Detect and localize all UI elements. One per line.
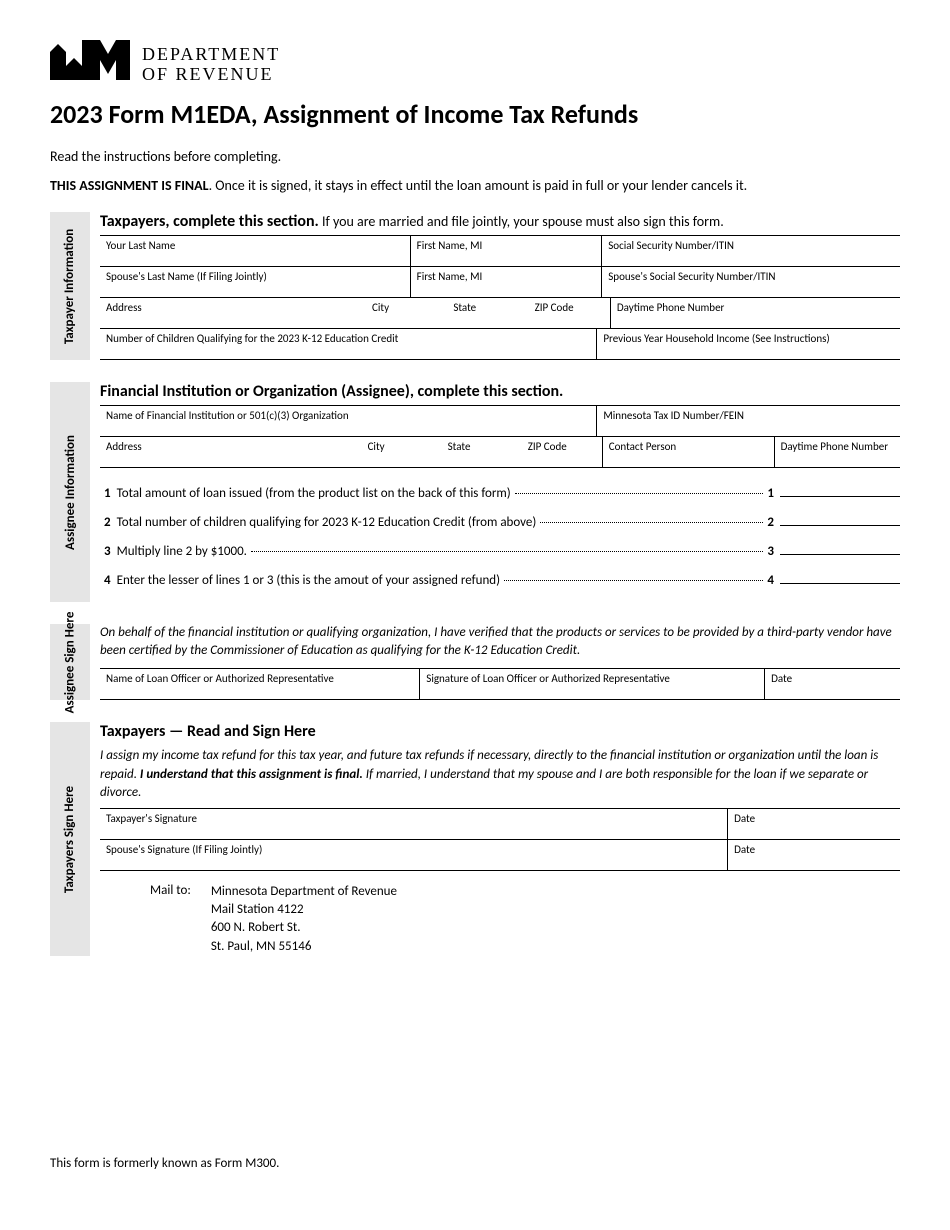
calc-lines: 1 Total amount of loan issued (from the … [100, 486, 900, 588]
mail-block: Mail to: Minnesota Department of Revenue… [100, 883, 900, 956]
field-children[interactable]: Number of Children Qualifying for the 20… [100, 329, 596, 359]
field-income[interactable]: Previous Year Household Income (See Inst… [596, 329, 900, 359]
taxpayer-side-label: Taxpayer Information [50, 212, 90, 360]
logo-dept: DEPARTMENT [142, 45, 280, 63]
calc-line-4: 4 Enter the lesser of lines 1 or 3 (this… [100, 573, 900, 588]
field-contact[interactable]: Contact Person [602, 437, 774, 467]
field-sp-first[interactable]: First Name, MI [410, 267, 602, 297]
field-address[interactable]: Address [100, 298, 366, 328]
footer-note: This form is formerly known as Form M300… [50, 1156, 900, 1171]
assign-text: I assign my income tax refund for this t… [100, 747, 900, 802]
field-zip[interactable]: ZIP Code [529, 298, 610, 328]
taxpayer-section: Taxpayer Information Taxpayers, complete… [50, 212, 900, 360]
field-a-address[interactable]: Address [100, 437, 362, 467]
field-officer-date[interactable]: Date [764, 669, 900, 699]
assignee-sign-row: Name of Loan Officer or Authorized Repre… [100, 668, 900, 700]
taxpayer-heading: Taxpayers, complete this section. If you… [100, 212, 900, 231]
final-text: THIS ASSIGNMENT IS FINAL. Once it is sig… [50, 177, 900, 194]
taxpayer-row-1: Your Last Name First Name, MI Social Sec… [100, 235, 900, 267]
taxpayer-row-3: Address City State ZIP Code Daytime Phon… [100, 298, 900, 329]
assignee-side-label: Assignee Information [50, 382, 90, 602]
page-title: 2023 Form M1EDA, Assignment of Income Ta… [50, 98, 900, 130]
field-a-city[interactable]: City [362, 437, 442, 467]
final-rest: . Once it is signed, it stays in effect … [209, 177, 748, 194]
field-a-phone[interactable]: Daytime Phone Number [774, 437, 900, 467]
taxpayer-heading-rest: If you are married and file jointly, you… [319, 213, 724, 230]
logo: DEPARTMENT OF REVENUE [50, 40, 900, 88]
taxpayer-row-4: Number of Children Qualifying for the 20… [100, 329, 900, 360]
field-a-state[interactable]: State [442, 437, 522, 467]
field-sp-sig[interactable]: Spouse's Signature (If Filing Jointly) [100, 840, 727, 870]
tp-sign-row-2: Spouse's Signature (If Filing Jointly) D… [100, 840, 900, 871]
calc-line-1: 1 Total amount of loan issued (from the … [100, 486, 900, 501]
logo-mark [50, 40, 130, 88]
assignee-row-2: Address City State ZIP Code Contact Pers… [100, 437, 900, 468]
line1-blank[interactable] [780, 496, 900, 497]
field-tp-date[interactable]: Date [727, 809, 900, 839]
line4-blank[interactable] [780, 583, 900, 584]
calc-line-2: 2 Total number of children qualifying fo… [100, 515, 900, 530]
tp-sign-row-1: Taxpayer's Signature Date [100, 808, 900, 840]
taxpayer-heading-bold: Taxpayers, complete this section. [100, 212, 319, 231]
field-sp-date[interactable]: Date [727, 840, 900, 870]
line2-blank[interactable] [780, 525, 900, 526]
cert-text: On behalf of the financial institution o… [100, 624, 900, 660]
mail-addr: Minnesota Department of Revenue Mail Sta… [211, 883, 397, 956]
assignee-row-1: Name of Financial Institution or 501(c)(… [100, 405, 900, 437]
final-bold: THIS ASSIGNMENT IS FINAL [50, 177, 209, 194]
field-sp-ssn[interactable]: Spouse's Social Security Number/ITIN [601, 267, 900, 297]
field-org-name[interactable]: Name of Financial Institution or 501(c)(… [100, 406, 596, 436]
field-officer-sig[interactable]: Signature of Loan Officer or Authorized … [419, 669, 764, 699]
field-last-name[interactable]: Your Last Name [100, 236, 410, 266]
field-tp-sig[interactable]: Taxpayer's Signature [100, 809, 727, 839]
field-first-name[interactable]: First Name, MI [410, 236, 602, 266]
field-phone[interactable]: Daytime Phone Number [610, 298, 900, 328]
assignee-section: Assignee Information Financial Instituti… [50, 382, 900, 602]
tp-sign-heading: Taxpayers — Read and Sign Here [100, 722, 900, 741]
taxpayer-sign-section: Taxpayers Sign Here Taxpayers — Read and… [50, 722, 900, 955]
mail-label: Mail to: [150, 883, 191, 956]
intro-text: Read the instructions before completing. [50, 148, 900, 165]
assignee-sign-side: Assignee Sign Here [50, 624, 90, 700]
assignee-sign-section: Assignee Sign Here On behalf of the fina… [50, 624, 900, 700]
logo-text: DEPARTMENT OF REVENUE [142, 45, 280, 83]
field-taxid[interactable]: Minnesota Tax ID Number/FEIN [596, 406, 900, 436]
field-officer-name[interactable]: Name of Loan Officer or Authorized Repre… [100, 669, 419, 699]
field-ssn[interactable]: Social Security Number/ITIN [601, 236, 900, 266]
field-city[interactable]: City [366, 298, 447, 328]
field-state[interactable]: State [447, 298, 528, 328]
taxpayer-sign-side: Taxpayers Sign Here [50, 722, 90, 955]
field-sp-last[interactable]: Spouse's Last Name (If Filing Jointly) [100, 267, 410, 297]
taxpayer-row-2: Spouse's Last Name (If Filing Jointly) F… [100, 267, 900, 298]
calc-line-3: 3 Multiply line 2 by $1000. 3 [100, 544, 900, 559]
logo-ofrev: OF REVENUE [142, 65, 280, 83]
field-a-zip[interactable]: ZIP Code [522, 437, 602, 467]
assignee-heading: Financial Institution or Organization (A… [100, 382, 900, 401]
line3-blank[interactable] [780, 554, 900, 555]
